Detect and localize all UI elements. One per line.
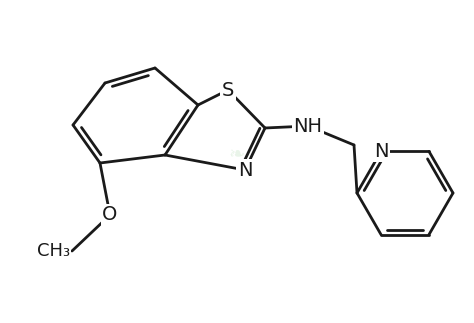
Text: N: N xyxy=(238,161,252,180)
Text: NH: NH xyxy=(293,117,322,136)
Text: ❧: ❧ xyxy=(229,145,245,164)
Text: N: N xyxy=(374,142,388,161)
Text: CH₃: CH₃ xyxy=(37,242,70,260)
Text: S: S xyxy=(222,80,234,99)
Text: O: O xyxy=(102,205,118,224)
